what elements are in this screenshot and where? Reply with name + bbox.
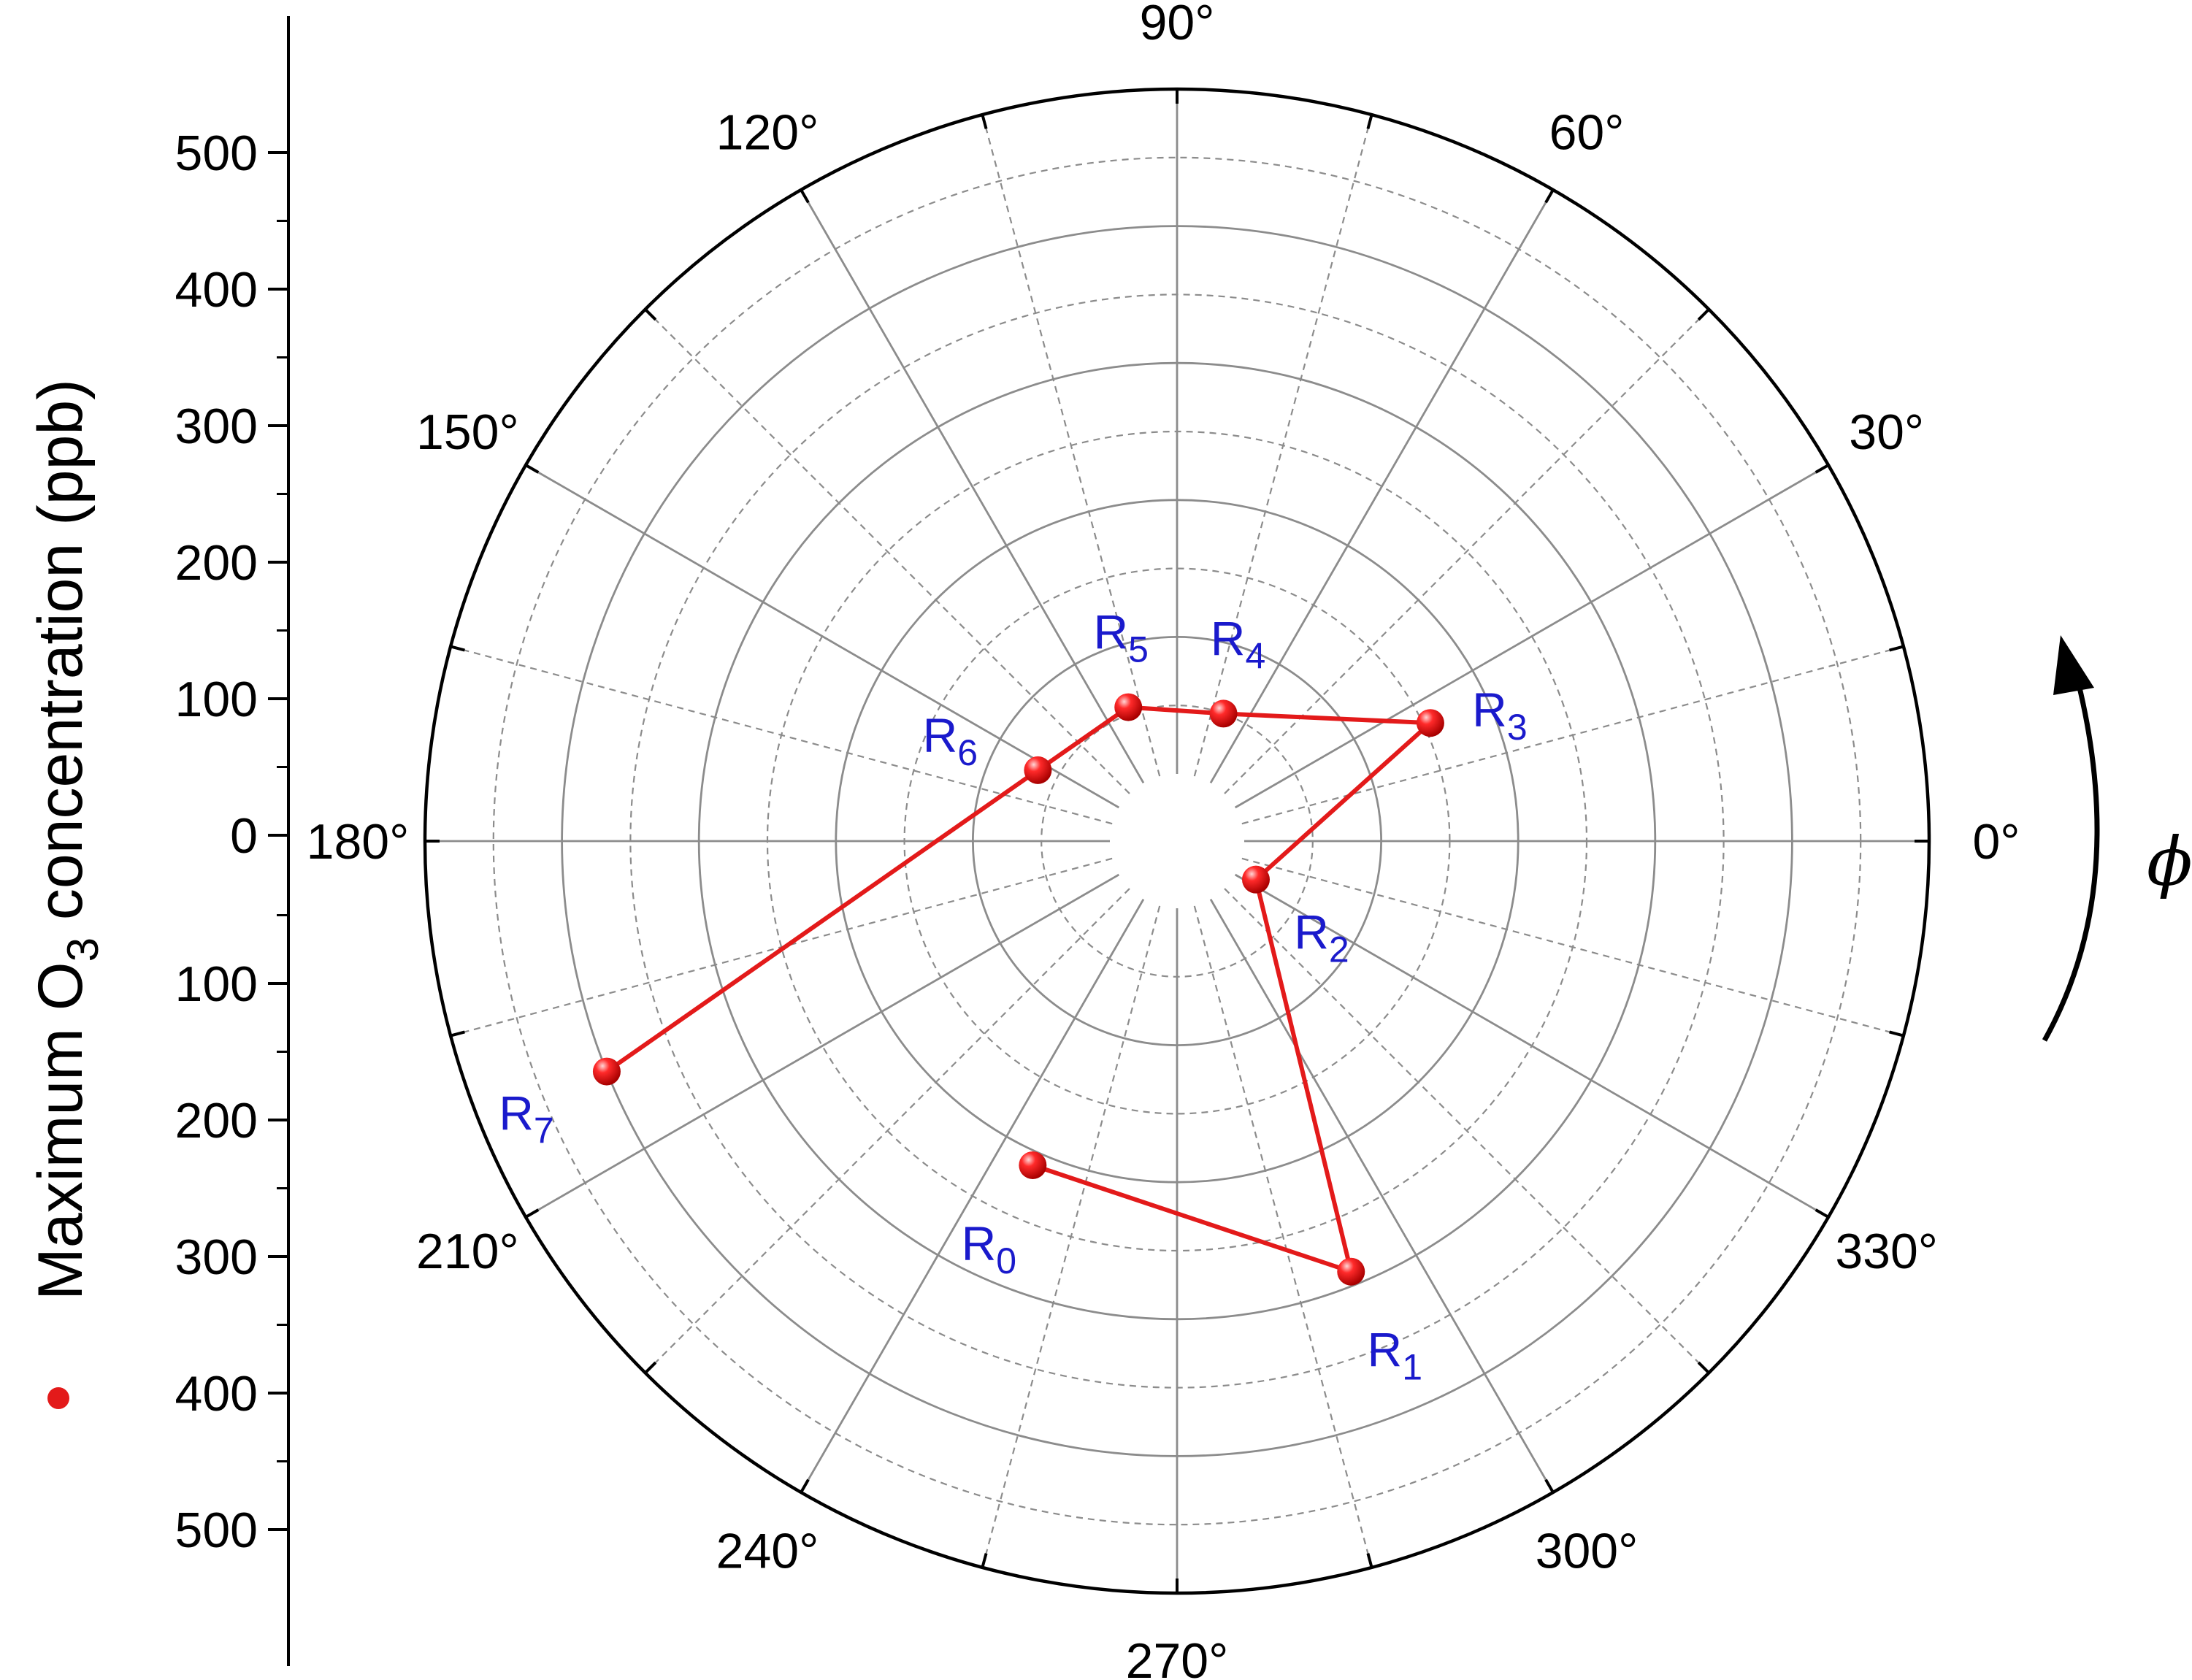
data-point [1241, 865, 1270, 894]
data-point [1024, 756, 1052, 784]
major-spoke [1234, 464, 1829, 809]
angle-tick-label: 0° [1972, 814, 2020, 870]
series-layer [592, 693, 1444, 1286]
angle-tick-mark [1889, 1030, 1904, 1037]
radial-axis: 500 400 300 200 100 0 100 200 300 400 500 [47, 16, 290, 1666]
angle-tick-label: 240° [716, 1524, 819, 1579]
rotation-arrow [2042, 664, 2100, 1042]
point-label: R4 [1211, 611, 1265, 676]
angle-tick-label: 210° [416, 1224, 519, 1279]
angle-tick-label: 180° [307, 814, 410, 870]
point-label: R3 [1472, 683, 1527, 748]
angle-tick-label: 30° [1849, 404, 1924, 460]
point-label: R0 [962, 1216, 1016, 1281]
major-spoke [1234, 873, 1829, 1219]
radial-tick-label: 400 [175, 1366, 258, 1422]
angle-tick-mark [524, 1208, 540, 1219]
major-spoke [1209, 189, 1555, 784]
minor-spoke [1241, 645, 1904, 825]
minor-spoke [981, 114, 1161, 777]
data-point [1114, 693, 1143, 721]
angle-tick-mark [450, 645, 465, 652]
angle-labels: 0° 30° 60° 90° 120° 150° 180° 210° 240° 270° 300° 3… [307, 0, 2020, 1680]
angle-tick-mark [1814, 464, 1830, 474]
major-spoke [525, 464, 1120, 809]
major-spoke [800, 898, 1145, 1493]
radial-tick-label: 0 [230, 808, 258, 864]
angle-tick-mark [800, 1478, 810, 1494]
data-point [1019, 1151, 1047, 1179]
minor-spoke [1193, 905, 1373, 1568]
angle-tick-mark [981, 114, 988, 129]
angle-tick-label: 60° [1549, 104, 1625, 160]
radial-tick-label: 500 [175, 126, 258, 181]
point-label: R7 [499, 1086, 553, 1151]
angle-tick-mark [450, 1030, 465, 1037]
angle-tick-mark [800, 188, 810, 204]
minor-spoke [644, 888, 1130, 1374]
data-point [592, 1057, 621, 1086]
minor-spoke [1224, 888, 1710, 1374]
data-point [1209, 699, 1238, 728]
angle-tick-label: 270° [1126, 1633, 1229, 1680]
legend-symbol [47, 1387, 69, 1409]
radial-tick-label: 300 [175, 1230, 258, 1285]
angle-tick-label: 150° [416, 404, 519, 460]
angle-tick-mark [644, 308, 657, 321]
minor-spoke [981, 905, 1161, 1568]
angle-tick-mark [1544, 1478, 1555, 1494]
rotation-direction: ϕ [2042, 635, 2192, 1042]
series-line [605, 705, 1433, 1274]
angle-tick-mark [1889, 645, 1904, 652]
y-axis-label: Maximum O3 concentration (ppb) [26, 379, 107, 1300]
angle-tick-mark [644, 1361, 657, 1374]
data-point [1416, 709, 1444, 737]
grid [423, 87, 1931, 1595]
angle-tick-mark [524, 464, 540, 474]
radial-tick-label: 300 [175, 399, 258, 454]
minor-spoke [1224, 308, 1710, 794]
major-spoke [1209, 898, 1555, 1493]
minor-spoke [1241, 857, 1904, 1037]
point-label: R6 [923, 708, 978, 773]
angle-tick-mark [1697, 1361, 1710, 1374]
point-labels: R0 R1 R2 R3 R4 R5 R6 R7 [499, 605, 1527, 1388]
point-label: R1 [1368, 1323, 1422, 1388]
angle-tick-mark [1697, 308, 1710, 321]
radial-tick-label: 200 [175, 535, 258, 591]
radial-tick-label: 400 [175, 262, 258, 318]
angle-tick-mark [1366, 1553, 1373, 1568]
major-spoke [525, 873, 1120, 1219]
radial-tick-label: 500 [175, 1503, 258, 1558]
point-label: R5 [1094, 605, 1149, 670]
angle-tick-mark [1814, 1208, 1830, 1219]
angle-tick-mark [1366, 114, 1373, 129]
major-spoke [800, 189, 1145, 784]
minor-spoke [644, 308, 1130, 794]
angle-tick-label: 300° [1536, 1524, 1639, 1579]
point-label: R2 [1294, 905, 1349, 970]
angle-tick-label: 90° [1140, 0, 1215, 50]
radial-tick-label: 200 [175, 1093, 258, 1148]
angle-tick-mark [981, 1553, 988, 1568]
radial-tick-label: 100 [175, 672, 258, 727]
phi-symbol: ϕ [2147, 823, 2192, 901]
minor-spoke [1193, 114, 1373, 777]
angle-tick-label: 120° [716, 104, 819, 160]
angle-tick-mark [1544, 188, 1555, 204]
rotation-arrow-head [2053, 635, 2094, 695]
minor-spoke [450, 645, 1113, 825]
angle-tick-label: 330° [1835, 1224, 1938, 1279]
data-point [1337, 1257, 1365, 1286]
radial-tick-label: 100 [175, 956, 258, 1012]
